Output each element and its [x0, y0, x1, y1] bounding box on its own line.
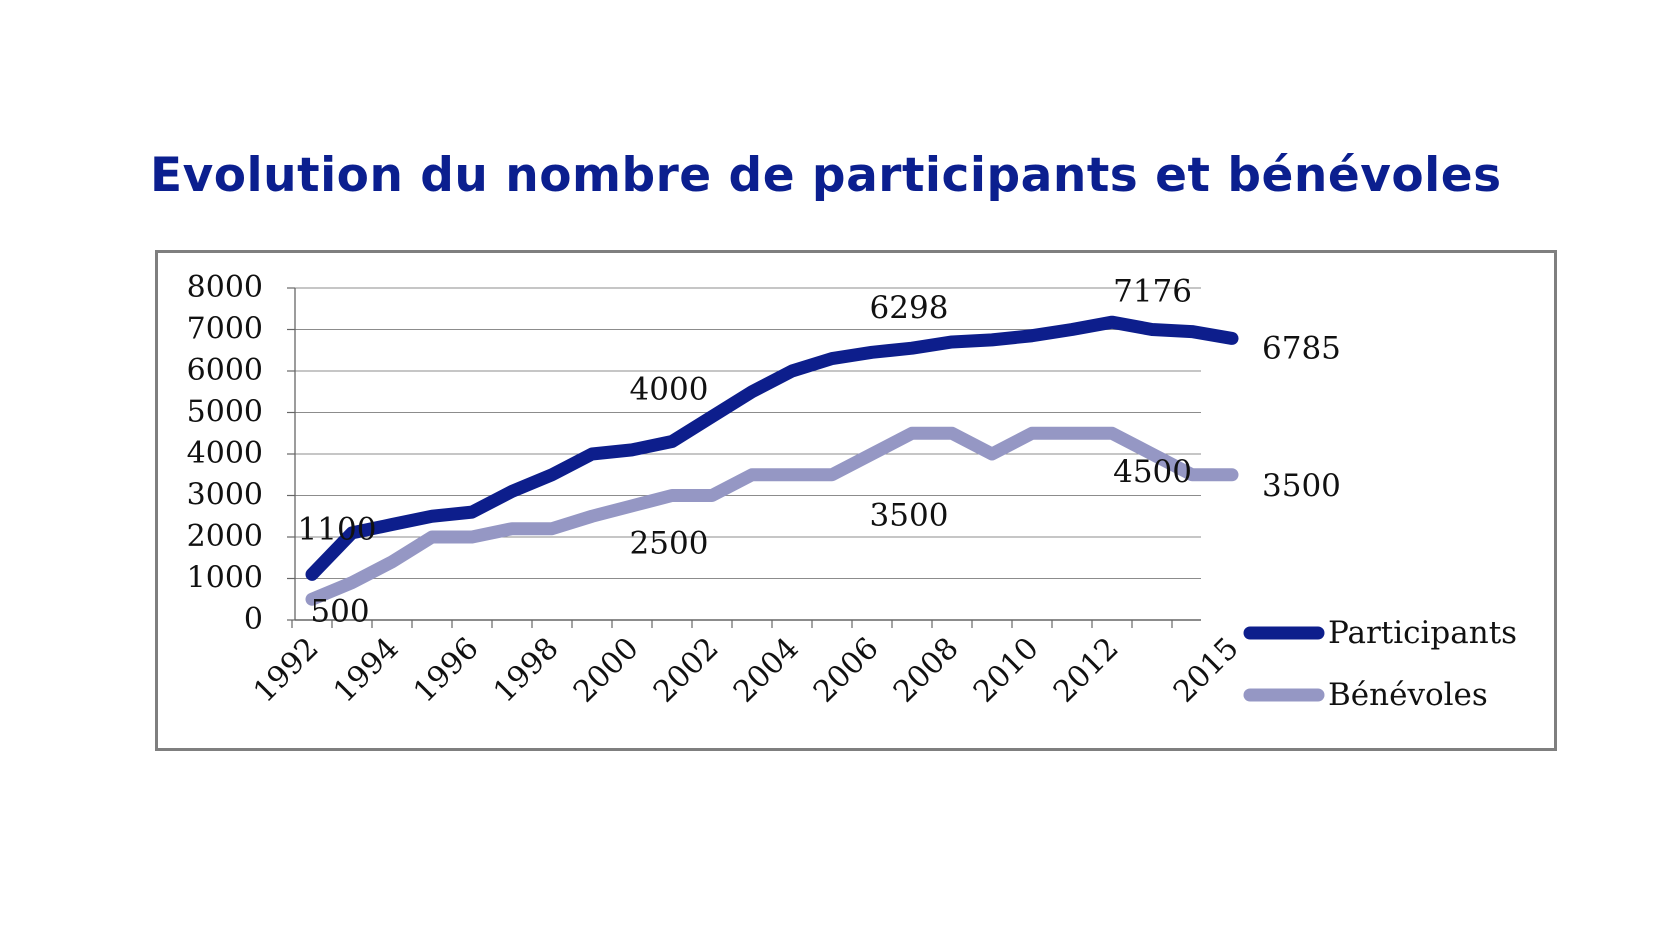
- data-label-b-n-voles-1992: 500: [310, 593, 369, 629]
- chart-frame: 0 1000 2000 3000 4000 5000 6000 7000 8000 1992 19…: [155, 250, 1557, 751]
- series-lines: [305, 315, 1239, 606]
- legend-label-b-n-voles: Bénévoles: [1328, 677, 1488, 713]
- data-label-participants-1992: 1100: [298, 511, 377, 547]
- data-label-b-n-voles-2007: 3500: [870, 497, 949, 533]
- y-tick-label-1000: 1000: [187, 561, 263, 596]
- x-tick-label-2004: 2004: [727, 631, 806, 710]
- data-label-participants-2015: 6785: [1262, 330, 1341, 366]
- x-tick-label-2006: 2006: [807, 631, 886, 710]
- y-tick-label-3000: 3000: [187, 478, 263, 513]
- x-tick-label-2008: 2008: [887, 631, 966, 710]
- y-tick-label-8000: 8000: [187, 270, 263, 305]
- data-label-b-n-voles-2014: 4500: [1113, 454, 1192, 490]
- x-tick-label-2010: 2010: [967, 631, 1046, 710]
- x-tick-label-2000: 2000: [567, 631, 646, 710]
- x-tick-label-1994: 1994: [327, 631, 406, 710]
- legend-label-participants: Participants: [1328, 615, 1517, 651]
- y-axis-ticks: 0 1000 2000 3000 4000 5000 6000 7000 8000: [187, 270, 263, 637]
- y-tick-label-0: 0: [244, 602, 263, 637]
- y-tick-label-7000: 7000: [187, 312, 263, 347]
- x-tick-label-1998: 1998: [487, 631, 566, 710]
- data-label-b-n-voles-2015: 3500: [1262, 468, 1341, 504]
- data-label-participants-2007: 6298: [870, 290, 949, 326]
- x-tick-label-2002: 2002: [647, 631, 726, 710]
- x-axis: 1992 1994 1996 1998 2000 2002 2004 2006 2008 2010…: [247, 620, 1246, 710]
- data-label-participants-2014: 7176: [1113, 274, 1192, 310]
- y-tick-label-2000: 2000: [187, 519, 263, 554]
- data-labels: 1100 4000 6298 7176 6785 500 2500 3500 4500 3500: [298, 274, 1341, 630]
- y-tick-label-4000: 4000: [187, 436, 263, 471]
- series-line-participants: [305, 315, 1239, 581]
- x-tick-label-2015: 2015: [1167, 631, 1246, 710]
- data-label-participants-2001: 4000: [630, 372, 709, 408]
- y-tick-label-6000: 6000: [187, 353, 263, 388]
- x-tick-label-1996: 1996: [407, 631, 486, 710]
- gridlines: [287, 287, 1201, 621]
- chart-title: Evolution du nombre de participants et b…: [150, 148, 1502, 203]
- y-tick-label-5000: 5000: [187, 395, 263, 430]
- series-line-b-n-voles: [305, 426, 1239, 606]
- legend: Participants Bénévoles: [1243, 615, 1517, 713]
- data-label-b-n-voles-2001: 2500: [630, 526, 709, 562]
- x-tick-label-1992: 1992: [247, 631, 326, 710]
- x-tick-label-2012: 2012: [1047, 631, 1126, 710]
